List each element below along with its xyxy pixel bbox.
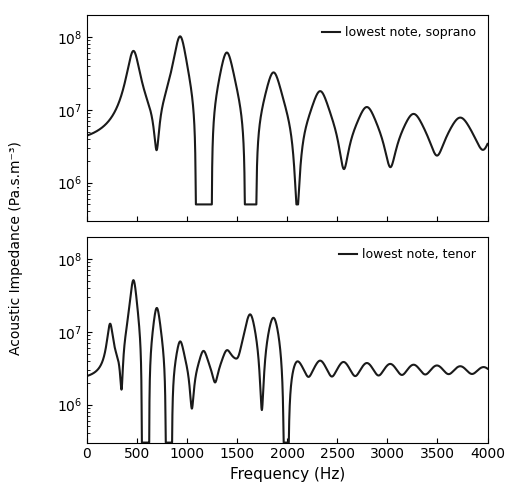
Legend: lowest note, tenor: lowest note, tenor bbox=[334, 243, 481, 266]
X-axis label: Frequency (Hz): Frequency (Hz) bbox=[229, 467, 345, 482]
Text: Acoustic Impedance (Pa.s.m⁻³): Acoustic Impedance (Pa.s.m⁻³) bbox=[9, 142, 22, 355]
Legend: lowest note, soprano: lowest note, soprano bbox=[317, 21, 481, 44]
